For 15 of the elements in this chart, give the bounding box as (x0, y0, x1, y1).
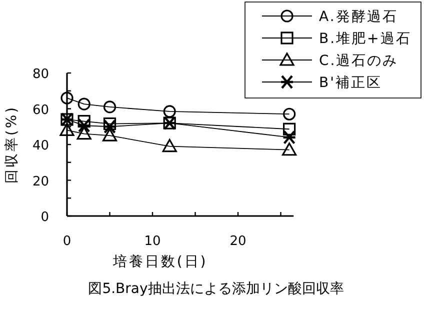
legend-label: B.堆肥+過石 (319, 31, 412, 47)
y-axis-title: 回収率(%) (4, 105, 20, 184)
x-tick-label: 10 (144, 234, 161, 249)
y-tick-label: 80 (32, 67, 49, 82)
x-tick-label: 20 (230, 234, 246, 249)
legend-label: B'補正区 (319, 75, 382, 91)
y-tick-label: 0 (40, 210, 49, 225)
caption: 図5.Bray抽出法による添加リン酸回収率 (88, 281, 344, 297)
y-tick-label: 20 (32, 174, 49, 190)
legend-label: A.発酵過石 (319, 9, 398, 25)
y-tick-label: 40 (32, 138, 49, 154)
x-tick-label: 0 (62, 234, 72, 249)
x-axis-title: 培養日数(日) (112, 254, 208, 270)
y-tick-label: 60 (32, 102, 49, 118)
legend-label: C.過石のみ (319, 53, 398, 69)
